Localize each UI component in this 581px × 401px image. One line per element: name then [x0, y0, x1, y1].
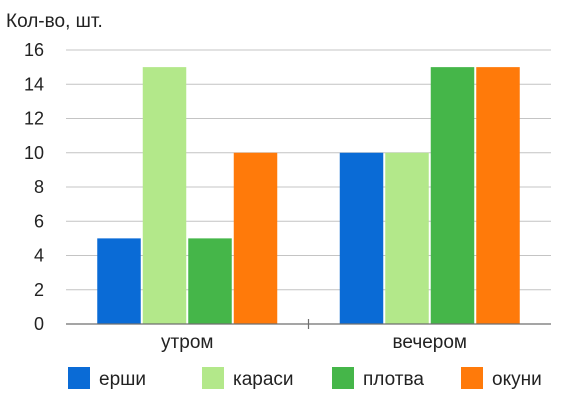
x-category-label: утром	[161, 332, 213, 353]
legend-label: ерши	[99, 369, 146, 390]
y-tick-label: 0	[34, 314, 44, 334]
bar-караси-утром	[142, 67, 187, 324]
y-tick-label: 6	[34, 211, 44, 231]
bar-ерши-вечером	[339, 152, 384, 324]
bar-окуни-утром	[233, 152, 278, 324]
y-axis-ticks: 0 2 4 6 8 10 12 14 16	[24, 40, 44, 334]
legend-swatch-плотва	[332, 367, 354, 389]
legend-swatch-караси	[202, 367, 224, 389]
y-tick-label: 10	[24, 143, 44, 163]
x-category-label: вечером	[393, 332, 467, 353]
y-axis-label: Кол-во, шт.	[6, 11, 103, 32]
x-axis: утром вечером	[66, 319, 551, 353]
y-tick-label: 8	[34, 177, 44, 197]
y-tick-label: 14	[24, 74, 44, 94]
bar-окуни-вечером	[476, 67, 520, 324]
legend-label: караси	[233, 369, 294, 390]
bar-плотва-утром	[188, 238, 232, 324]
y-tick-label: 2	[34, 280, 44, 300]
legend-swatch-ерши	[68, 367, 90, 389]
bar-ерши-утром	[97, 238, 141, 324]
legend: ерши караси плотва окуни	[68, 367, 542, 390]
bars	[97, 67, 520, 324]
y-tick-label: 12	[24, 109, 44, 129]
bar-плотва-вечером	[430, 67, 475, 324]
y-tick-label: 16	[24, 40, 44, 60]
bar-караси-вечером	[385, 152, 429, 324]
y-tick-label: 4	[34, 246, 44, 266]
legend-label: окуни	[492, 369, 542, 390]
legend-label: плотва	[363, 369, 424, 390]
legend-swatch-окуни	[461, 367, 483, 389]
